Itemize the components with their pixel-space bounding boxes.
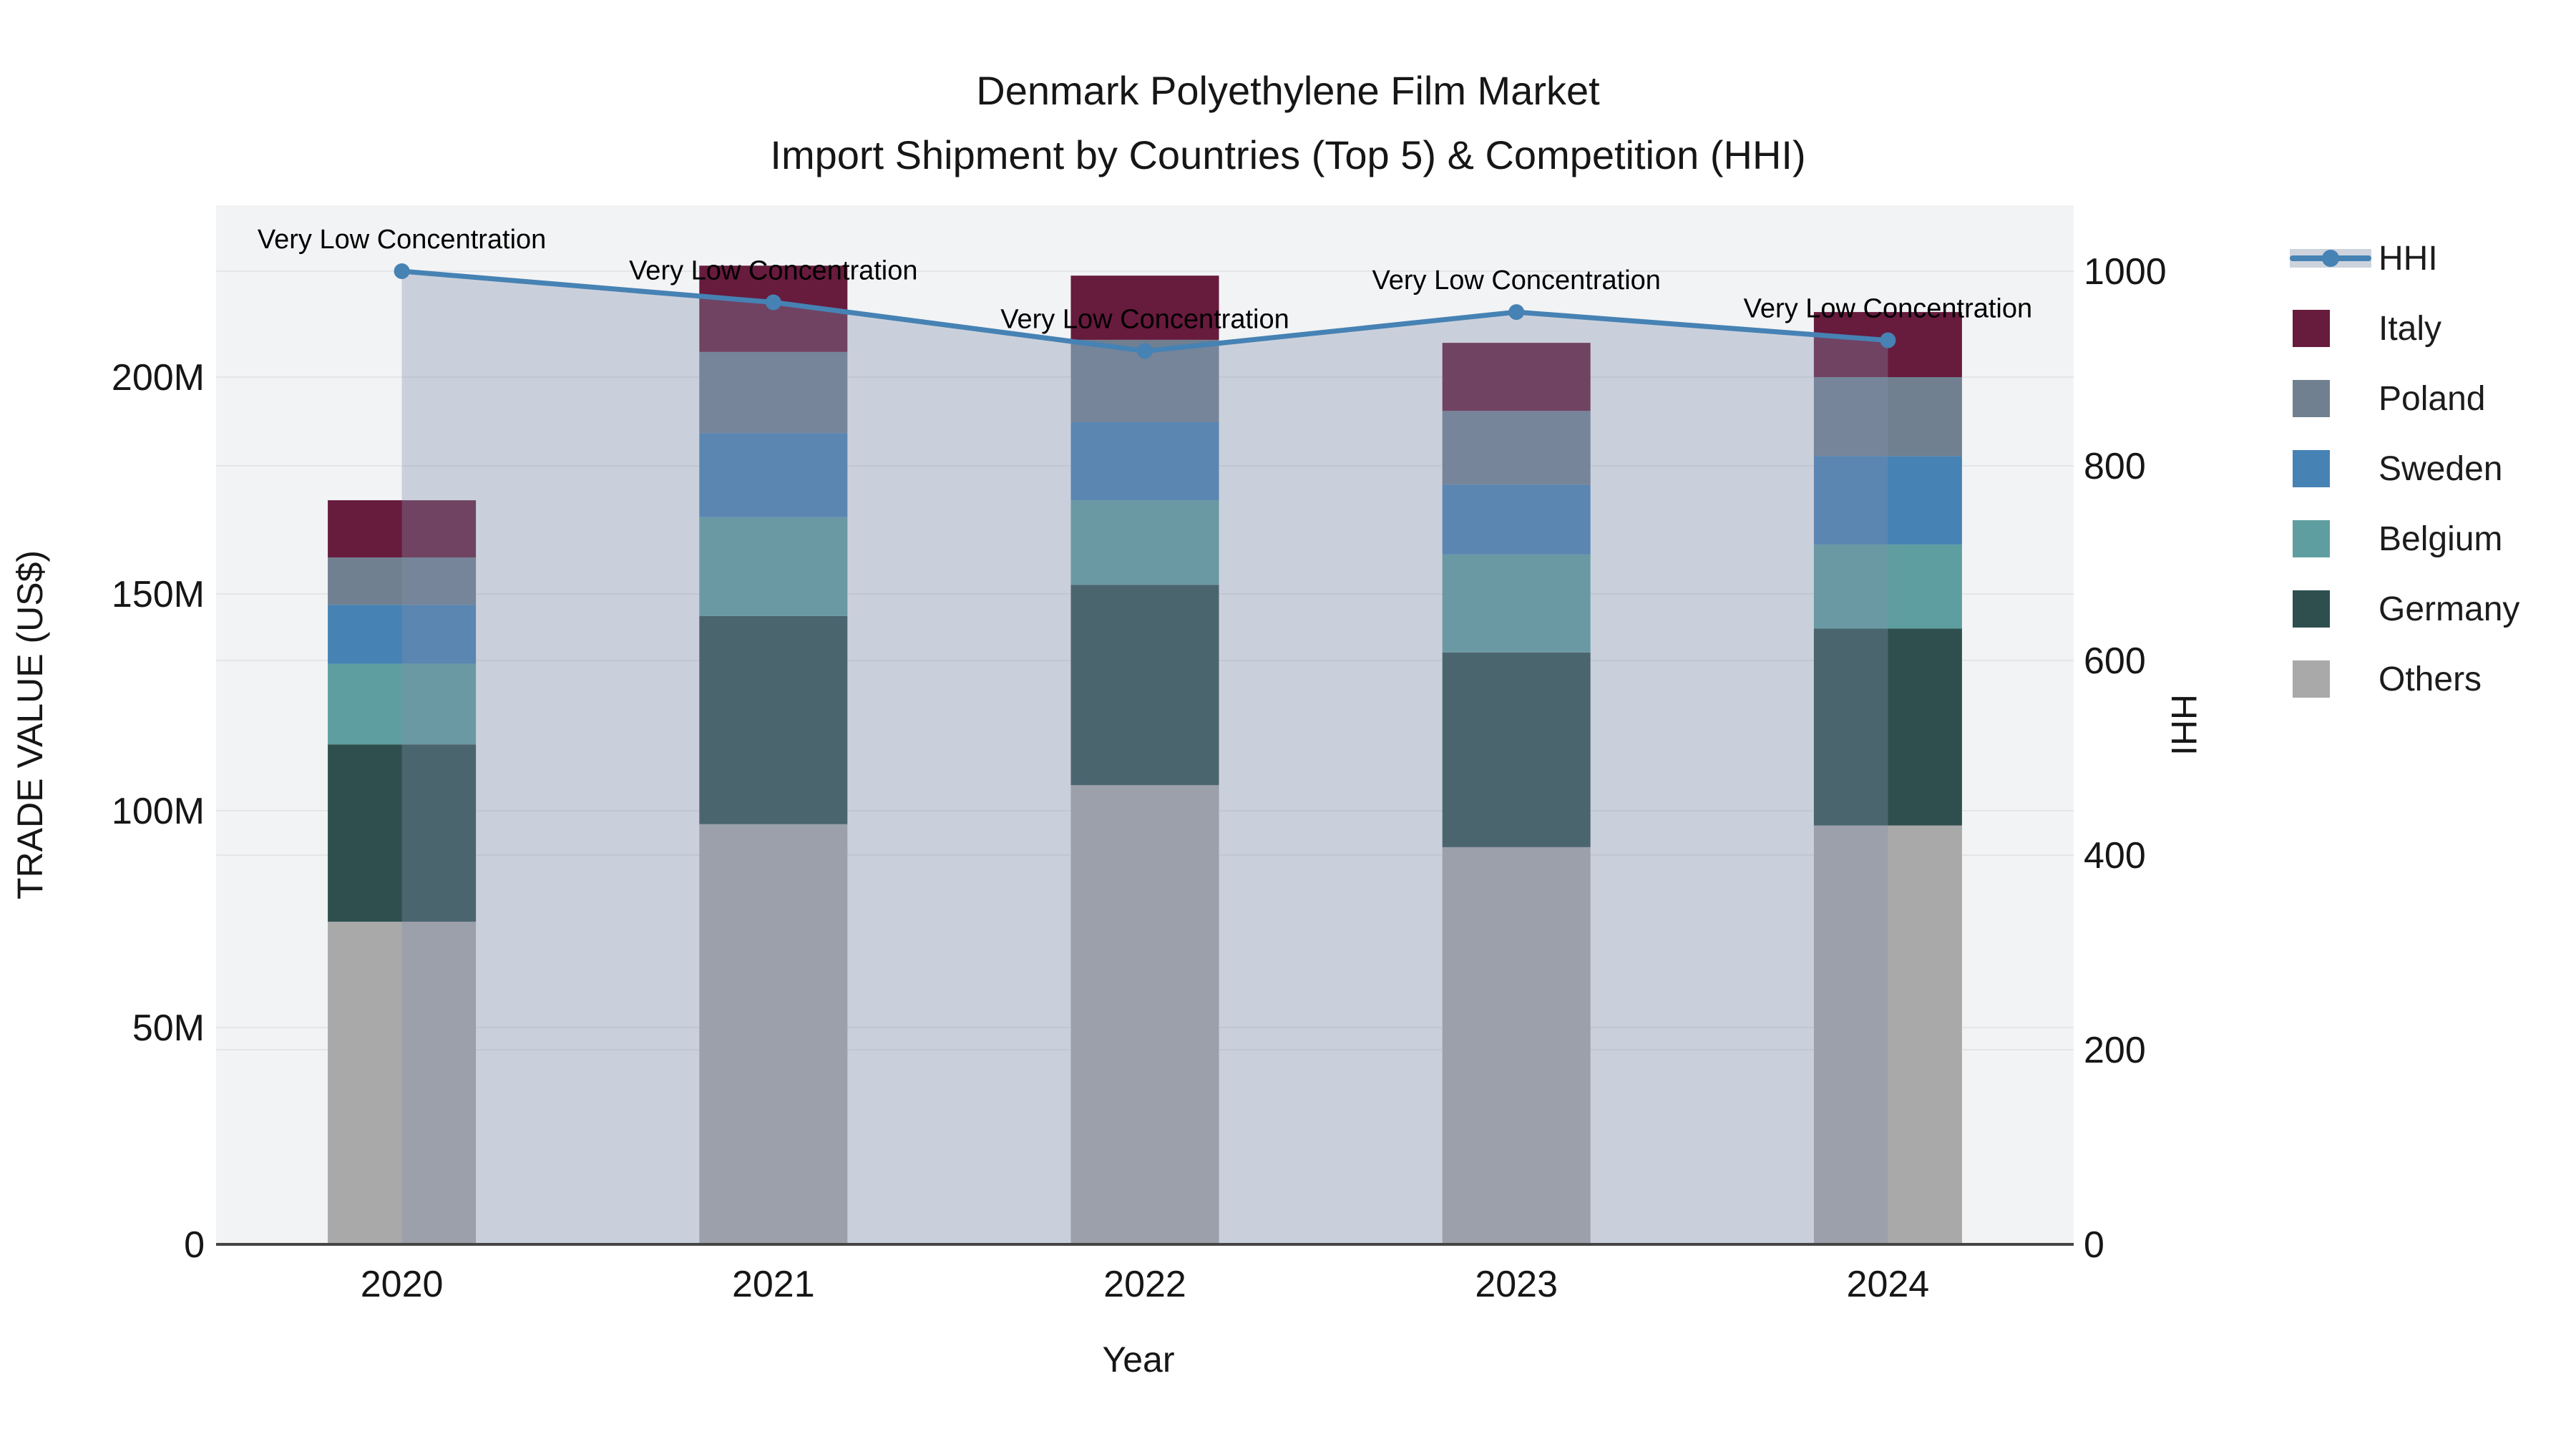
chart-title: Denmark Polyethylene Film Market Import … bbox=[0, 59, 2576, 187]
legend-swatch-others bbox=[2290, 644, 2371, 714]
y-right-tick-2: 400 bbox=[2084, 835, 2146, 877]
bar-segment-belgium-2020[interactable] bbox=[328, 663, 477, 745]
bar-segment-others-2023[interactable] bbox=[1442, 847, 1591, 1244]
hhi-point-2021[interactable] bbox=[765, 294, 781, 311]
bar-segment-poland-2020[interactable] bbox=[328, 557, 477, 605]
bar-segment-sweden-2021[interactable] bbox=[699, 433, 848, 517]
x-tick-2020: 2020 bbox=[361, 1264, 444, 1305]
legend-swatch-belgium bbox=[2290, 504, 2371, 574]
annotation-2020: Very Low Concentration bbox=[258, 225, 546, 255]
legend-label-italy: Italy bbox=[2379, 309, 2442, 348]
bar-segment-germany-2022[interactable] bbox=[1070, 585, 1219, 786]
legend-item-poland[interactable]: Poland bbox=[2290, 364, 2519, 434]
y-left-tick-3: 150M bbox=[112, 574, 205, 615]
legend-item-germany[interactable]: Germany bbox=[2290, 574, 2519, 644]
bar-segment-poland-2021[interactable] bbox=[699, 351, 848, 434]
legend-swatch-italy bbox=[2290, 293, 2371, 364]
annotation-2024: Very Low Concentration bbox=[1744, 294, 2032, 324]
hhi-point-2022[interactable] bbox=[1137, 343, 1153, 359]
color-swatch bbox=[2293, 590, 2330, 628]
y-left-tick-0: 0 bbox=[184, 1224, 205, 1266]
legend-item-italy[interactable]: Italy bbox=[2290, 293, 2519, 364]
bar-segment-sweden-2023[interactable] bbox=[1442, 484, 1591, 555]
bar-segment-italy-2022[interactable] bbox=[1070, 275, 1219, 340]
legend-item-others[interactable]: Others bbox=[2290, 644, 2519, 714]
bar-segment-poland-2024[interactable] bbox=[1813, 377, 1962, 457]
legend-item-sweden[interactable]: Sweden bbox=[2290, 434, 2519, 504]
bar-segment-others-2020[interactable] bbox=[328, 922, 477, 1244]
bar-segment-belgium-2023[interactable] bbox=[1442, 554, 1591, 653]
color-swatch bbox=[2293, 310, 2330, 347]
bar-segment-sweden-2020[interactable] bbox=[328, 605, 477, 664]
legend-item-hhi[interactable]: HHI bbox=[2290, 223, 2519, 293]
color-swatch bbox=[2293, 660, 2330, 698]
y-right-tick-1: 200 bbox=[2084, 1030, 2146, 1071]
bar-segment-sweden-2022[interactable] bbox=[1070, 422, 1219, 501]
bar-segment-poland-2023[interactable] bbox=[1442, 411, 1591, 485]
y-right-tick-0: 0 bbox=[2084, 1224, 2104, 1266]
y-left-tick-1: 50M bbox=[132, 1008, 205, 1049]
bar-segment-others-2022[interactable] bbox=[1070, 785, 1219, 1244]
bar-segment-italy-2023[interactable] bbox=[1442, 343, 1591, 411]
hhi-line-icon bbox=[2290, 223, 2371, 293]
hhi-marker-dot bbox=[2322, 250, 2339, 267]
legend-label-sweden: Sweden bbox=[2379, 449, 2503, 488]
bar-segment-belgium-2024[interactable] bbox=[1813, 544, 1962, 629]
legend-label-poland: Poland bbox=[2379, 379, 2486, 418]
color-swatch bbox=[2293, 450, 2330, 487]
bar-segment-germany-2020[interactable] bbox=[328, 744, 477, 922]
y-right-tick-3: 600 bbox=[2084, 640, 2146, 682]
bar-segment-sweden-2024[interactable] bbox=[1813, 456, 1962, 545]
bar-segment-belgium-2022[interactable] bbox=[1070, 500, 1219, 585]
annotation-2023: Very Low Concentration bbox=[1372, 265, 1660, 296]
hhi-point-2024[interactable] bbox=[1880, 332, 1896, 348]
legend-label-others: Others bbox=[2379, 660, 2482, 698]
bar-segment-belgium-2021[interactable] bbox=[699, 517, 848, 616]
x-tick-2022: 2022 bbox=[1103, 1264, 1186, 1305]
x-axis-title: Year bbox=[1102, 1340, 1175, 1380]
x-tick-2023: 2023 bbox=[1475, 1264, 1558, 1305]
y-left-tick-2: 100M bbox=[112, 791, 205, 832]
annotation-2022: Very Low Concentration bbox=[1000, 305, 1289, 335]
color-swatch bbox=[2293, 380, 2330, 417]
hhi-area-fill bbox=[401, 271, 1888, 1244]
legend-label-germany: Germany bbox=[2379, 590, 2520, 628]
legend-swatch-poland bbox=[2290, 364, 2371, 434]
legend-label-belgium: Belgium bbox=[2379, 519, 2503, 558]
color-swatch bbox=[2293, 520, 2330, 557]
chart-title-line2: Import Shipment by Countries (Top 5) & C… bbox=[770, 132, 1806, 177]
legend-swatch-sweden bbox=[2290, 434, 2371, 504]
bar-segment-germany-2023[interactable] bbox=[1442, 652, 1591, 847]
y-right-tick-4: 800 bbox=[2084, 446, 2146, 487]
x-tick-2024: 2024 bbox=[1847, 1264, 1930, 1305]
x-tick-2021: 2021 bbox=[732, 1264, 815, 1305]
chart-title-line1: Denmark Polyethylene Film Market bbox=[976, 68, 1600, 113]
hhi-point-2023[interactable] bbox=[1508, 304, 1525, 321]
legend-swatch-germany bbox=[2290, 574, 2371, 644]
hhi-point-2020[interactable] bbox=[394, 263, 410, 279]
legend: HHI Italy Poland Sweden Belgium Germany Others bbox=[2290, 223, 2519, 714]
annotation-2021: Very Low Concentration bbox=[629, 256, 917, 286]
y-right-tick-5: 1000 bbox=[2084, 251, 2167, 293]
bar-segment-others-2024[interactable] bbox=[1813, 825, 1962, 1244]
bar-segment-germany-2024[interactable] bbox=[1813, 628, 1962, 826]
legend-item-belgium[interactable]: Belgium bbox=[2290, 504, 2519, 574]
bar-segment-italy-2020[interactable] bbox=[328, 500, 477, 558]
bar-segment-others-2021[interactable] bbox=[699, 824, 848, 1244]
legend-label-hhi: HHI bbox=[2379, 239, 2438, 278]
y-left-tick-4: 200M bbox=[112, 357, 205, 399]
bar-segment-germany-2021[interactable] bbox=[699, 615, 848, 824]
